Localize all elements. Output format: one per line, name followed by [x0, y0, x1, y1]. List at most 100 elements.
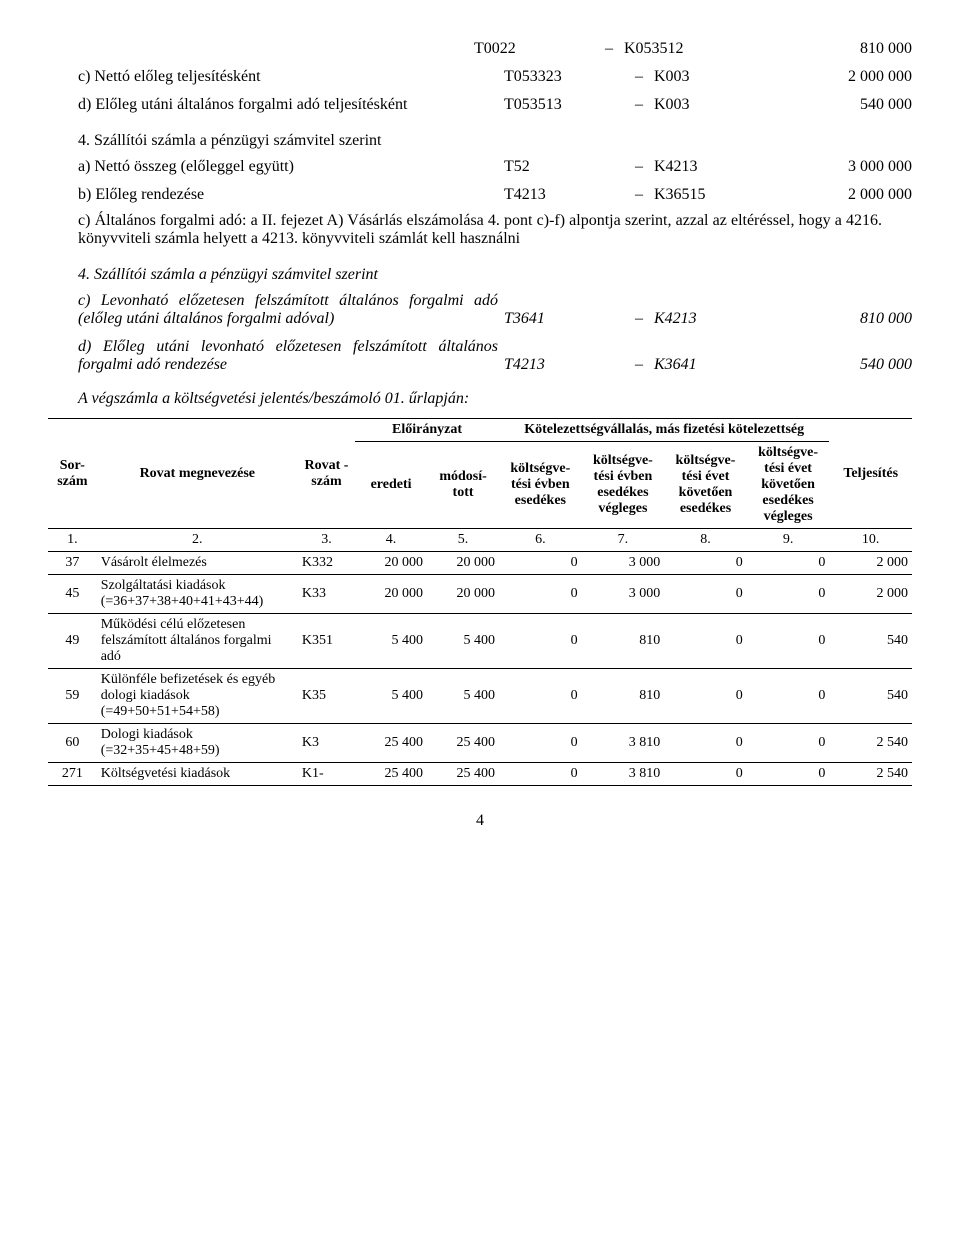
- acct-row: a) Nettó összeg (előleggel együtt) T52 –…: [48, 158, 912, 176]
- colnum: 2.: [97, 529, 298, 552]
- acct-dash: –: [624, 68, 654, 86]
- report-table: Sor-szám Rovat megnevezése Rovat -szám E…: [48, 418, 912, 786]
- acct-row: d) Előleg utáni általános forgalmi adó t…: [48, 96, 912, 114]
- acct-row: c) Levonható előzetesen felszámított ált…: [48, 292, 912, 328]
- acct-code-2: K3641: [654, 356, 754, 374]
- acct-amount: 540 000: [754, 356, 912, 374]
- cell-teljesites: 540: [829, 614, 912, 669]
- acct-label: c) Levonható előzetesen felszámított ált…: [48, 292, 504, 328]
- cell-modositott: 5 400: [427, 614, 499, 669]
- cell-c6: 0: [499, 614, 582, 669]
- acct-dash: –: [624, 158, 654, 176]
- colnum: 8.: [664, 529, 747, 552]
- cell-c7: 3 000: [582, 552, 665, 575]
- acct-code-2: K003: [654, 96, 754, 114]
- cell-modositott: 25 400: [427, 724, 499, 763]
- acct-dash: –: [624, 96, 654, 114]
- cell-sor: 49: [48, 614, 97, 669]
- cell-rovat: K35: [298, 669, 355, 724]
- cell-c8: 0: [664, 669, 747, 724]
- section-heading-4: 4. Szállítói számla a pénzügyi számvitel…: [48, 132, 912, 150]
- cell-c9: 0: [747, 552, 830, 575]
- cell-c7: 810: [582, 669, 665, 724]
- cell-teljesites: 2 000: [829, 575, 912, 614]
- acct-code-2: K4213: [654, 158, 754, 176]
- cell-c8: 0: [664, 614, 747, 669]
- th-c6: költségve-tési évben esedékes: [499, 442, 582, 529]
- colnum: 9.: [747, 529, 830, 552]
- acct-dash: –: [594, 40, 624, 58]
- column-number-row: 1. 2. 3. 4. 5. 6. 7. 8. 9. 10.: [48, 529, 912, 552]
- acct-dash: –: [624, 186, 654, 204]
- table-row: 37Vásárolt élelmezésK33220 00020 00003 0…: [48, 552, 912, 575]
- cell-eredeti: 20 000: [355, 552, 427, 575]
- cell-rovat: K351: [298, 614, 355, 669]
- cell-c7: 3 000: [582, 575, 665, 614]
- acct-code-1: T0022: [474, 40, 594, 58]
- acct-row: T0022 – K053512 810 000: [48, 40, 912, 58]
- cell-c6: 0: [499, 724, 582, 763]
- acct-code-1: T52: [504, 158, 624, 176]
- colnum: 10.: [829, 529, 912, 552]
- cell-sor: 271: [48, 763, 97, 786]
- cell-c9: 0: [747, 614, 830, 669]
- cell-modositott: 5 400: [427, 669, 499, 724]
- cell-meg: Működési célú előzetesen felszámított ál…: [97, 614, 298, 669]
- cell-c6: 0: [499, 669, 582, 724]
- table-head: Sor-szám Rovat megnevezése Rovat -szám E…: [48, 419, 912, 552]
- cell-rovat: K3: [298, 724, 355, 763]
- page-number: 4: [48, 812, 912, 830]
- cell-meg: Költségvetési kiadások: [97, 763, 298, 786]
- section-heading-4-italic: 4. Szállítói számla a pénzügyi számvitel…: [48, 266, 912, 284]
- acct-amount: 2 000 000: [754, 68, 912, 86]
- th-teljesites: Teljesítés: [829, 419, 912, 529]
- cell-teljesites: 540: [829, 669, 912, 724]
- th-sorszam: Sor-szám: [48, 419, 97, 529]
- cell-modositott: 25 400: [427, 763, 499, 786]
- cell-teljesites: 2 540: [829, 724, 912, 763]
- cell-eredeti: 20 000: [355, 575, 427, 614]
- acct-code-2: K36515: [654, 186, 754, 204]
- acct-dash: –: [624, 356, 654, 374]
- cell-c9: 0: [747, 669, 830, 724]
- acct-label: d) Előleg utáni levonható előzetesen fel…: [48, 338, 504, 374]
- acct-amount: 2 000 000: [754, 186, 912, 204]
- table-row: 59Különféle befizetések és egyéb dologi …: [48, 669, 912, 724]
- th-eredeti: eredeti: [355, 442, 427, 529]
- cell-c7: 3 810: [582, 724, 665, 763]
- cell-meg: Dologi kiadások (=32+35+45+48+59): [97, 724, 298, 763]
- cell-c7: 3 810: [582, 763, 665, 786]
- table-body: 37Vásárolt élelmezésK33220 00020 00003 0…: [48, 552, 912, 786]
- cell-eredeti: 5 400: [355, 614, 427, 669]
- cell-meg: Szolgáltatási kiadások (=36+37+38+40+41+…: [97, 575, 298, 614]
- cell-c8: 0: [664, 724, 747, 763]
- acct-dash: –: [624, 310, 654, 328]
- cell-teljesites: 2 000: [829, 552, 912, 575]
- th-modositott: módosí-tott: [427, 442, 499, 529]
- acct-row: b) Előleg rendezése T4213 – K36515 2 000…: [48, 186, 912, 204]
- acct-amount: 810 000: [754, 310, 912, 328]
- th-group-eloiranyzat: Előirányzat: [355, 419, 499, 442]
- acct-amount: 540 000: [754, 96, 912, 114]
- table-row: 49Működési célú előzetesen felszámított …: [48, 614, 912, 669]
- cell-modositott: 20 000: [427, 552, 499, 575]
- acct-label: b) Előleg rendezése: [48, 186, 504, 204]
- cell-c9: 0: [747, 575, 830, 614]
- colnum: 3.: [298, 529, 355, 552]
- acct-code-1: T3641: [504, 310, 624, 328]
- acct-label: a) Nettó összeg (előleggel együtt): [48, 158, 504, 176]
- cell-c9: 0: [747, 724, 830, 763]
- acct-amount: 3 000 000: [754, 158, 912, 176]
- cell-c6: 0: [499, 552, 582, 575]
- acct-amount: 810 000: [724, 40, 912, 58]
- cell-c8: 0: [664, 552, 747, 575]
- acct-code-2: K053512: [624, 40, 724, 58]
- cell-eredeti: 5 400: [355, 669, 427, 724]
- table-row: 271Költségvetési kiadásokK1-25 40025 400…: [48, 763, 912, 786]
- colnum: 1.: [48, 529, 97, 552]
- acct-code-1: T053323: [504, 68, 624, 86]
- th-group-kotelezettseg: Kötelezettségvállalás, más fizetési köte…: [499, 419, 829, 442]
- acct-row: d) Előleg utáni levonható előzetesen fel…: [48, 338, 912, 374]
- cell-rovat: K332: [298, 552, 355, 575]
- acct-code-2: K003: [654, 68, 754, 86]
